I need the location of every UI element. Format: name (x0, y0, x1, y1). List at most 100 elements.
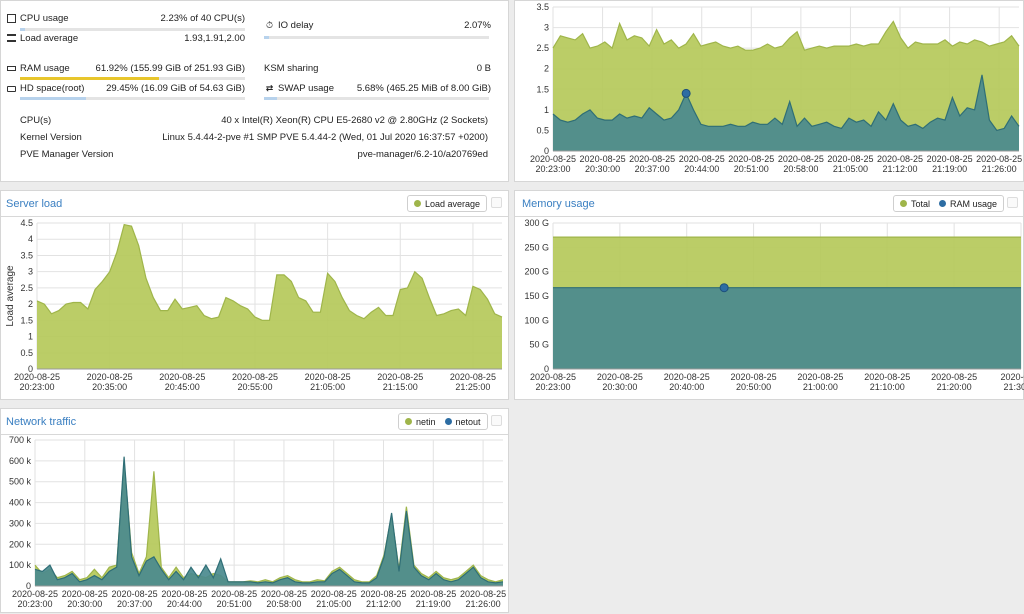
ksm-sharing-label: KSM sharing (264, 63, 319, 74)
load-average-value: 1.93,1.91,2.00 (184, 33, 245, 44)
x-tick-label: 2020-08-25 (597, 372, 643, 382)
cpu-usage-label: CPU usage (20, 13, 69, 24)
y-tick-label: 0.5 (20, 348, 33, 358)
ksm-sharing-row: KSM sharing 0 B (259, 61, 499, 77)
cpu-chart[interactable]: 00.511.522.533.52020-08-2520:23:002020-0… (515, 1, 1024, 183)
legend-item-total[interactable]: Total (900, 199, 930, 209)
series-area-load-average (37, 224, 502, 369)
legend-item-ram-usage[interactable]: RAM usage (939, 199, 997, 209)
x-tick-label: 21:12:00 (882, 164, 917, 174)
server-load-legend: Load average (407, 195, 488, 212)
x-tick-label: 2020-08-25 (377, 372, 423, 382)
x-tick-label: 2020-08-2 (1000, 372, 1024, 382)
y-tick-label: 2.5 (536, 43, 549, 53)
x-tick-label: 20:23:00 (535, 164, 570, 174)
x-tick-label: 21:30:00 (1003, 382, 1024, 392)
x-tick-label: 2020-08-25 (211, 589, 257, 599)
network-traffic-chart[interactable]: 0 100 k 200 k 300 k 400 k 500 k 600 k 700 k 2020… (1, 435, 510, 614)
y-tick-label: 2 (544, 64, 549, 74)
x-tick-label: 20:37:00 (117, 599, 152, 609)
x-tick-label: 2020-08-25 (159, 372, 205, 382)
x-tick-label: 21:19:00 (416, 599, 451, 609)
swap-usage-bar-fill (264, 97, 277, 100)
memory-icon (7, 66, 16, 71)
x-tick-label: 20:30:00 (602, 382, 637, 392)
swap-usage-bar (264, 97, 489, 100)
x-tick-label: 2020-08-25 (460, 589, 506, 599)
x-tick-label: 2020-08-25 (311, 589, 357, 599)
y-tick-label: 1.5 (20, 315, 33, 325)
y-tick-label: 3.5 (20, 250, 33, 260)
series-line (36, 223, 503, 321)
hd-space-row: HD space(root) 29.45% (16.09 GiB of 54.6… (1, 81, 251, 97)
x-tick-label: 21:12:00 (366, 599, 401, 609)
series-line (34, 460, 504, 583)
ram-usage-bar-fill (20, 77, 160, 80)
network-traffic-collapse-button[interactable] (491, 415, 502, 426)
cpu-usage-row: CPU usage 2.23% of 40 CPU(s) (1, 11, 251, 27)
x-tick-label: 2020-08-25 (12, 589, 58, 599)
y-tick-label: 0 (28, 364, 33, 374)
network-traffic-panel: Network traffic netin netout 0 100 k 200 k… (0, 408, 509, 613)
y-tick-label: 100 k (9, 560, 32, 570)
series-area-ram-usage (553, 287, 1021, 369)
netin-swatch (405, 418, 412, 425)
hd-space-bar-fill (20, 97, 87, 100)
series-area-netout (35, 456, 503, 586)
hover-marker (681, 88, 691, 98)
x-tick-label: 2020-08-25 (112, 589, 158, 599)
y-tick-label: 200 k (9, 539, 32, 549)
cpu-usage-bar (20, 28, 245, 31)
x-tick-label: 2020-08-25 (976, 154, 1022, 164)
series-line (34, 456, 504, 584)
y-tick-label: 300 k (9, 518, 32, 528)
server-load-chart[interactable]: 00.511.522.533.544.52020-08-2520:23:0020… (1, 217, 510, 401)
y-tick-label: 1.5 (536, 84, 549, 94)
x-tick-label: 21:05:00 (310, 382, 345, 392)
x-tick-label: 2020-08-25 (679, 154, 725, 164)
memory-usage-legend: Total RAM usage (893, 195, 1005, 212)
x-tick-label: 20:51:00 (734, 164, 769, 174)
server-load-title: Server load (1, 191, 508, 217)
x-tick-label: 21:15:00 (383, 382, 418, 392)
y-tick-label: 250 G (524, 242, 549, 252)
y-tick-label: 50 G (529, 340, 549, 350)
x-tick-label: 20:55:00 (237, 382, 272, 392)
io-delay-bar (264, 36, 489, 39)
y-tick-label: 200 G (524, 267, 549, 277)
x-tick-label: 2020-08-25 (797, 372, 843, 382)
y-tick-label: 0 (544, 364, 549, 374)
memory-usage-collapse-button[interactable] (1007, 197, 1018, 208)
series-line (552, 20, 1020, 51)
x-tick-label: 20:23:00 (17, 599, 52, 609)
x-tick-label: 20:35:00 (92, 382, 127, 392)
x-tick-label: 20:30:00 (67, 599, 102, 609)
hd-space-value: 29.45% (16.09 GiB of 54.63 GiB) (106, 83, 245, 94)
y-tick-label: 1 (544, 105, 549, 115)
load-average-row: Load average 1.93,1.91,2.00 (1, 31, 251, 47)
y-tick-label: 400 k (9, 498, 32, 508)
swap-icon: ⇄ (265, 83, 274, 93)
ram-usage-value: 61.92% (155.99 GiB of 251.93 GiB) (95, 63, 245, 74)
swap-usage-value: 5.68% (465.25 MiB of 8.00 GiB) (356, 83, 491, 94)
load-average-label: Load average (20, 33, 79, 44)
ram-usage-bar (20, 77, 245, 80)
x-tick-label: 2020-08-25 (629, 154, 675, 164)
y-tick-label: 0 (544, 146, 549, 156)
server-load-collapse-button[interactable] (491, 197, 502, 208)
x-tick-label: 2020-08-25 (580, 154, 626, 164)
x-tick-label: 2020-08-25 (410, 589, 456, 599)
memory-usage-chart[interactable]: 0 50 G 100 G 150 G 200 G 250 G 300 G 2020-08-25… (515, 217, 1024, 401)
x-tick-label: 20:40:00 (669, 382, 704, 392)
x-tick-label: 2020-08-25 (827, 154, 873, 164)
legend-item-netin[interactable]: netin (405, 417, 436, 427)
cpus-label: CPU(s) (20, 115, 52, 126)
x-tick-label: 21:05:00 (833, 164, 868, 174)
series-line (552, 74, 1020, 132)
cpu-usage-bar-fill (20, 28, 26, 31)
legend-item-load-average[interactable]: Load average (414, 199, 480, 209)
legend-item-netout[interactable]: netout (444, 417, 481, 427)
x-tick-label: 2020-08-25 (14, 372, 60, 382)
x-tick-label: 20:23:00 (19, 382, 54, 392)
y-tick-label: 4 (28, 234, 33, 244)
